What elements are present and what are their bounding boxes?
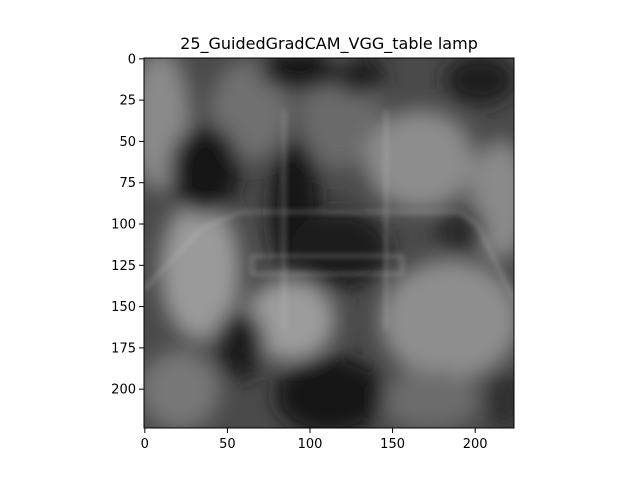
x-tick-label: 200 bbox=[463, 437, 488, 452]
x-axis: 0 50 100 150 200 bbox=[141, 428, 488, 452]
y-tick-label: 0 bbox=[128, 52, 136, 67]
axes-frame bbox=[143, 57, 515, 429]
chart-title: 25_GuidedGradCAM_VGG_table lamp bbox=[180, 34, 478, 54]
y-tick-label: 175 bbox=[111, 341, 136, 356]
y-axis: 0 25 50 75 100 125 150 175 200 bbox=[111, 52, 144, 398]
heatmap-image bbox=[144, 58, 514, 428]
x-tick-label: 150 bbox=[380, 437, 405, 452]
y-tick-label: 100 bbox=[111, 218, 136, 233]
x-tick-label: 0 bbox=[141, 437, 149, 452]
y-tick-label: 150 bbox=[111, 300, 136, 315]
y-tick-label: 75 bbox=[119, 176, 136, 191]
y-tick-label: 125 bbox=[111, 259, 136, 274]
y-tick-label: 50 bbox=[119, 135, 136, 150]
x-tick-label: 50 bbox=[219, 437, 236, 452]
y-tick-label: 25 bbox=[119, 94, 136, 109]
y-tick-label: 200 bbox=[111, 383, 136, 398]
x-tick-label: 100 bbox=[298, 437, 323, 452]
